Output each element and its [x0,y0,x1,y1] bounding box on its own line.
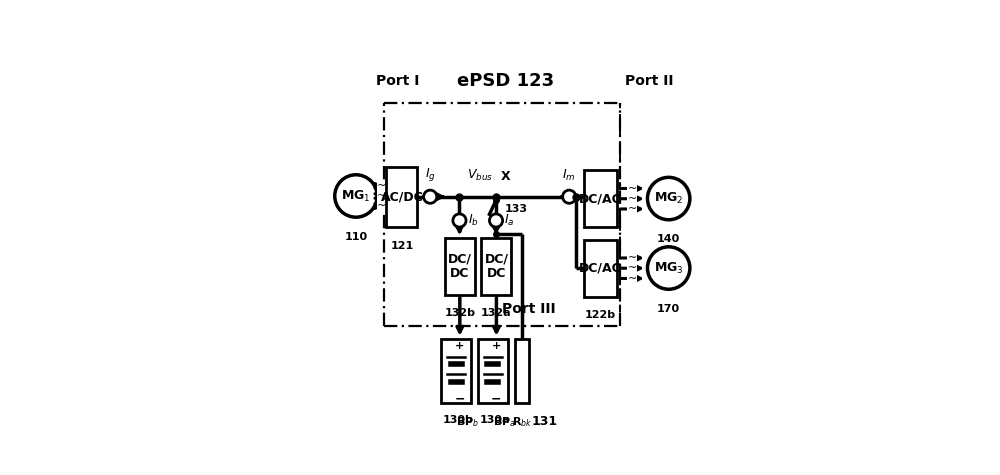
Text: 110: 110 [344,232,368,242]
Text: 132b: 132b [444,307,475,318]
Text: ~: ~ [377,201,386,211]
Bar [515,339,529,403]
Text: −: − [491,392,502,405]
Circle shape [424,190,437,203]
Bar [445,238,475,294]
Circle shape [647,177,690,220]
Text: 170: 170 [657,304,680,314]
Text: $I_a$: $I_a$ [504,213,515,228]
Text: 132a: 132a [481,307,512,318]
Text: $I_b$: $I_b$ [468,213,478,228]
Text: ~: ~ [627,204,637,214]
Text: R$_{bk}$: R$_{bk}$ [512,416,533,429]
Text: AC/DC: AC/DC [380,190,423,203]
Text: ~: ~ [627,183,637,193]
Circle shape [335,175,377,217]
Bar [478,339,508,403]
Text: $V_{bus}$: $V_{bus}$ [467,168,493,183]
Text: BP$_b$: BP$_b$ [456,416,479,429]
Text: 130b: 130b [443,416,474,426]
Circle shape [647,247,690,289]
Text: X: X [500,170,510,183]
Text: MG$_3$: MG$_3$ [654,260,684,276]
Text: MG$_2$: MG$_2$ [654,191,683,206]
Text: DC/AC: DC/AC [579,262,622,275]
Text: 140: 140 [657,234,680,245]
Text: 133: 133 [505,204,528,214]
Text: −: − [455,392,465,405]
Text: $I_g$: $I_g$ [425,166,436,183]
Text: DC/AC: DC/AC [579,192,622,205]
Text: Port I: Port I [376,74,419,88]
Text: Port III: Port III [502,303,556,316]
Text: 121: 121 [390,241,413,251]
Text: DC/
DC: DC/ DC [448,252,472,280]
Circle shape [489,214,503,227]
Bar [386,167,417,227]
Text: $I_m$: $I_m$ [562,168,576,183]
Text: ~: ~ [627,194,637,204]
Bar [584,240,617,296]
Circle shape [563,190,576,203]
Text: ~: ~ [377,191,386,201]
Bar [441,339,471,403]
Text: +: + [492,342,501,352]
Text: ~: ~ [627,263,637,273]
Text: ~: ~ [627,253,637,263]
Text: ~: ~ [377,181,386,191]
Text: ePSD 123: ePSD 123 [457,72,554,90]
Text: MG$_1$: MG$_1$ [341,189,371,203]
Text: ~: ~ [627,274,637,284]
Text: 122b: 122b [585,311,616,321]
Text: 131: 131 [531,416,557,428]
Text: 130a: 130a [479,416,510,426]
Bar [584,171,617,227]
Text: 122a: 122a [585,241,616,251]
Text: +: + [455,342,464,352]
Text: DC/
DC: DC/ DC [484,252,508,280]
Text: BP$_a$: BP$_a$ [493,416,516,429]
Text: Port II: Port II [625,74,674,88]
Bar [481,238,511,294]
Circle shape [453,214,466,227]
